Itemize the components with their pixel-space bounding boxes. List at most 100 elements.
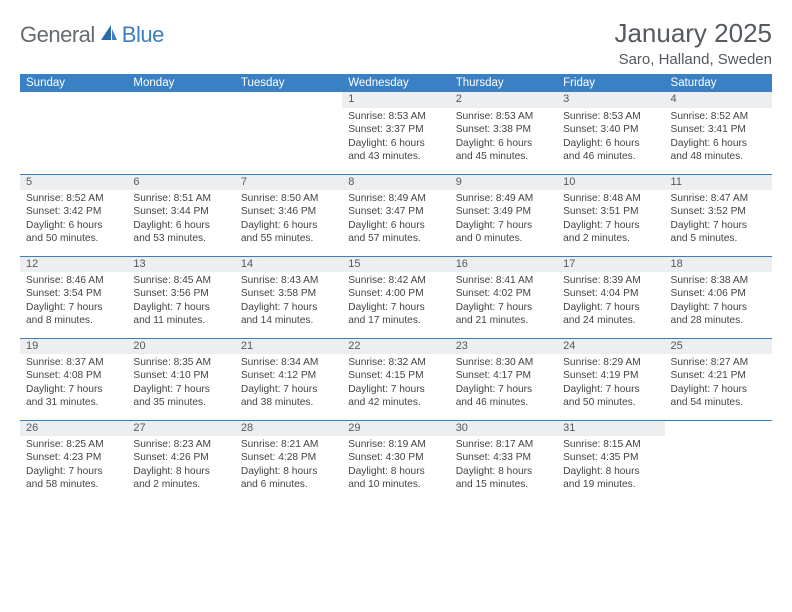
day-number-cell: 7 bbox=[235, 174, 342, 190]
daylight-line: Daylight: 7 hours and 24 minutes. bbox=[563, 301, 658, 328]
day-number-cell: 9 bbox=[450, 174, 557, 190]
day-info-cell: Sunrise: 8:34 AMSunset: 4:12 PMDaylight:… bbox=[235, 354, 342, 420]
sunrise-line: Sunrise: 8:25 AM bbox=[26, 438, 121, 451]
day-info-cell: Sunrise: 8:39 AMSunset: 4:04 PMDaylight:… bbox=[557, 272, 664, 338]
day-number-cell: 16 bbox=[450, 256, 557, 272]
sunset-line: Sunset: 4:35 PM bbox=[563, 451, 658, 464]
daylight-line: Daylight: 6 hours and 45 minutes. bbox=[456, 137, 551, 164]
day-info-cell: Sunrise: 8:35 AMSunset: 4:10 PMDaylight:… bbox=[127, 354, 234, 420]
daylight-line: Daylight: 7 hours and 28 minutes. bbox=[671, 301, 766, 328]
day-number-cell: 4 bbox=[665, 92, 772, 108]
day-info-cell: Sunrise: 8:17 AMSunset: 4:33 PMDaylight:… bbox=[450, 436, 557, 502]
sunset-line: Sunset: 4:06 PM bbox=[671, 287, 766, 300]
day-number-cell: 3 bbox=[557, 92, 664, 108]
sunrise-line: Sunrise: 8:39 AM bbox=[563, 274, 658, 287]
sunrise-line: Sunrise: 8:30 AM bbox=[456, 356, 551, 369]
sunrise-line: Sunrise: 8:50 AM bbox=[241, 192, 336, 205]
day-number-cell: 26 bbox=[20, 420, 127, 436]
sunrise-line: Sunrise: 8:49 AM bbox=[348, 192, 443, 205]
day-info-cell bbox=[127, 108, 234, 174]
day-number-row: 19202122232425 bbox=[20, 338, 772, 354]
sunrise-line: Sunrise: 8:47 AM bbox=[671, 192, 766, 205]
sunset-line: Sunset: 3:44 PM bbox=[133, 205, 228, 218]
sunrise-line: Sunrise: 8:53 AM bbox=[456, 110, 551, 123]
daylight-line: Daylight: 7 hours and 2 minutes. bbox=[563, 219, 658, 246]
day-number-cell: 5 bbox=[20, 174, 127, 190]
sunrise-line: Sunrise: 8:32 AM bbox=[348, 356, 443, 369]
sunrise-line: Sunrise: 8:46 AM bbox=[26, 274, 121, 287]
sail-icon bbox=[99, 23, 119, 48]
day-info-cell: Sunrise: 8:46 AMSunset: 3:54 PMDaylight:… bbox=[20, 272, 127, 338]
day-number-cell: 27 bbox=[127, 420, 234, 436]
day-number-cell: 25 bbox=[665, 338, 772, 354]
day-number-cell: 22 bbox=[342, 338, 449, 354]
sunrise-line: Sunrise: 8:17 AM bbox=[456, 438, 551, 451]
sunrise-line: Sunrise: 8:43 AM bbox=[241, 274, 336, 287]
daylight-line: Daylight: 8 hours and 19 minutes. bbox=[563, 465, 658, 492]
sunrise-line: Sunrise: 8:35 AM bbox=[133, 356, 228, 369]
sunrise-line: Sunrise: 8:52 AM bbox=[26, 192, 121, 205]
day-number-cell: 12 bbox=[20, 256, 127, 272]
day-number-cell: 8 bbox=[342, 174, 449, 190]
day-number-cell: 29 bbox=[342, 420, 449, 436]
sunset-line: Sunset: 4:19 PM bbox=[563, 369, 658, 382]
day-info-cell: Sunrise: 8:47 AMSunset: 3:52 PMDaylight:… bbox=[665, 190, 772, 256]
weekday-header: Tuesday bbox=[235, 74, 342, 92]
weekday-header: Saturday bbox=[665, 74, 772, 92]
daylight-line: Daylight: 7 hours and 8 minutes. bbox=[26, 301, 121, 328]
sunrise-line: Sunrise: 8:48 AM bbox=[563, 192, 658, 205]
sunset-line: Sunset: 3:54 PM bbox=[26, 287, 121, 300]
daylight-line: Daylight: 7 hours and 50 minutes. bbox=[563, 383, 658, 410]
sunset-line: Sunset: 4:15 PM bbox=[348, 369, 443, 382]
daylight-line: Daylight: 7 hours and 46 minutes. bbox=[456, 383, 551, 410]
sunset-line: Sunset: 4:30 PM bbox=[348, 451, 443, 464]
daylight-line: Daylight: 7 hours and 35 minutes. bbox=[133, 383, 228, 410]
day-info-cell: Sunrise: 8:51 AMSunset: 3:44 PMDaylight:… bbox=[127, 190, 234, 256]
sunset-line: Sunset: 4:12 PM bbox=[241, 369, 336, 382]
sunset-line: Sunset: 4:23 PM bbox=[26, 451, 121, 464]
sunrise-line: Sunrise: 8:29 AM bbox=[563, 356, 658, 369]
day-number-row: 1234 bbox=[20, 92, 772, 108]
sunset-line: Sunset: 3:46 PM bbox=[241, 205, 336, 218]
brand-logo: General Blue bbox=[20, 18, 164, 48]
sunrise-line: Sunrise: 8:38 AM bbox=[671, 274, 766, 287]
sunset-line: Sunset: 3:51 PM bbox=[563, 205, 658, 218]
weekday-header: Sunday bbox=[20, 74, 127, 92]
day-number-cell: 14 bbox=[235, 256, 342, 272]
daylight-line: Daylight: 6 hours and 50 minutes. bbox=[26, 219, 121, 246]
sunrise-line: Sunrise: 8:52 AM bbox=[671, 110, 766, 123]
sunrise-line: Sunrise: 8:21 AM bbox=[241, 438, 336, 451]
sunrise-line: Sunrise: 8:15 AM bbox=[563, 438, 658, 451]
daylight-line: Daylight: 7 hours and 11 minutes. bbox=[133, 301, 228, 328]
day-info-row: Sunrise: 8:37 AMSunset: 4:08 PMDaylight:… bbox=[20, 354, 772, 420]
day-number-row: 567891011 bbox=[20, 174, 772, 190]
day-info-cell: Sunrise: 8:19 AMSunset: 4:30 PMDaylight:… bbox=[342, 436, 449, 502]
sunrise-line: Sunrise: 8:53 AM bbox=[563, 110, 658, 123]
day-number-cell: 13 bbox=[127, 256, 234, 272]
day-number-cell: 17 bbox=[557, 256, 664, 272]
day-info-row: Sunrise: 8:52 AMSunset: 3:42 PMDaylight:… bbox=[20, 190, 772, 256]
sunset-line: Sunset: 4:28 PM bbox=[241, 451, 336, 464]
sunset-line: Sunset: 4:26 PM bbox=[133, 451, 228, 464]
daylight-line: Daylight: 8 hours and 6 minutes. bbox=[241, 465, 336, 492]
daylight-line: Daylight: 8 hours and 15 minutes. bbox=[456, 465, 551, 492]
daylight-line: Daylight: 7 hours and 42 minutes. bbox=[348, 383, 443, 410]
page-header: General Blue January 2025 Saro, Halland,… bbox=[20, 18, 772, 68]
sunset-line: Sunset: 4:02 PM bbox=[456, 287, 551, 300]
sunset-line: Sunset: 4:10 PM bbox=[133, 369, 228, 382]
day-number-row: 12131415161718 bbox=[20, 256, 772, 272]
daylight-line: Daylight: 6 hours and 46 minutes. bbox=[563, 137, 658, 164]
day-info-cell: Sunrise: 8:43 AMSunset: 3:58 PMDaylight:… bbox=[235, 272, 342, 338]
day-info-cell: Sunrise: 8:48 AMSunset: 3:51 PMDaylight:… bbox=[557, 190, 664, 256]
calendar-table: SundayMondayTuesdayWednesdayThursdayFrid… bbox=[20, 74, 772, 502]
day-number-cell: 10 bbox=[557, 174, 664, 190]
day-number-cell: 24 bbox=[557, 338, 664, 354]
sunset-line: Sunset: 4:21 PM bbox=[671, 369, 766, 382]
sunrise-line: Sunrise: 8:23 AM bbox=[133, 438, 228, 451]
daylight-line: Daylight: 7 hours and 54 minutes. bbox=[671, 383, 766, 410]
day-number-cell: 21 bbox=[235, 338, 342, 354]
daylight-line: Daylight: 7 hours and 17 minutes. bbox=[348, 301, 443, 328]
day-info-cell: Sunrise: 8:53 AMSunset: 3:40 PMDaylight:… bbox=[557, 108, 664, 174]
day-info-cell: Sunrise: 8:52 AMSunset: 3:41 PMDaylight:… bbox=[665, 108, 772, 174]
day-info-cell: Sunrise: 8:15 AMSunset: 4:35 PMDaylight:… bbox=[557, 436, 664, 502]
